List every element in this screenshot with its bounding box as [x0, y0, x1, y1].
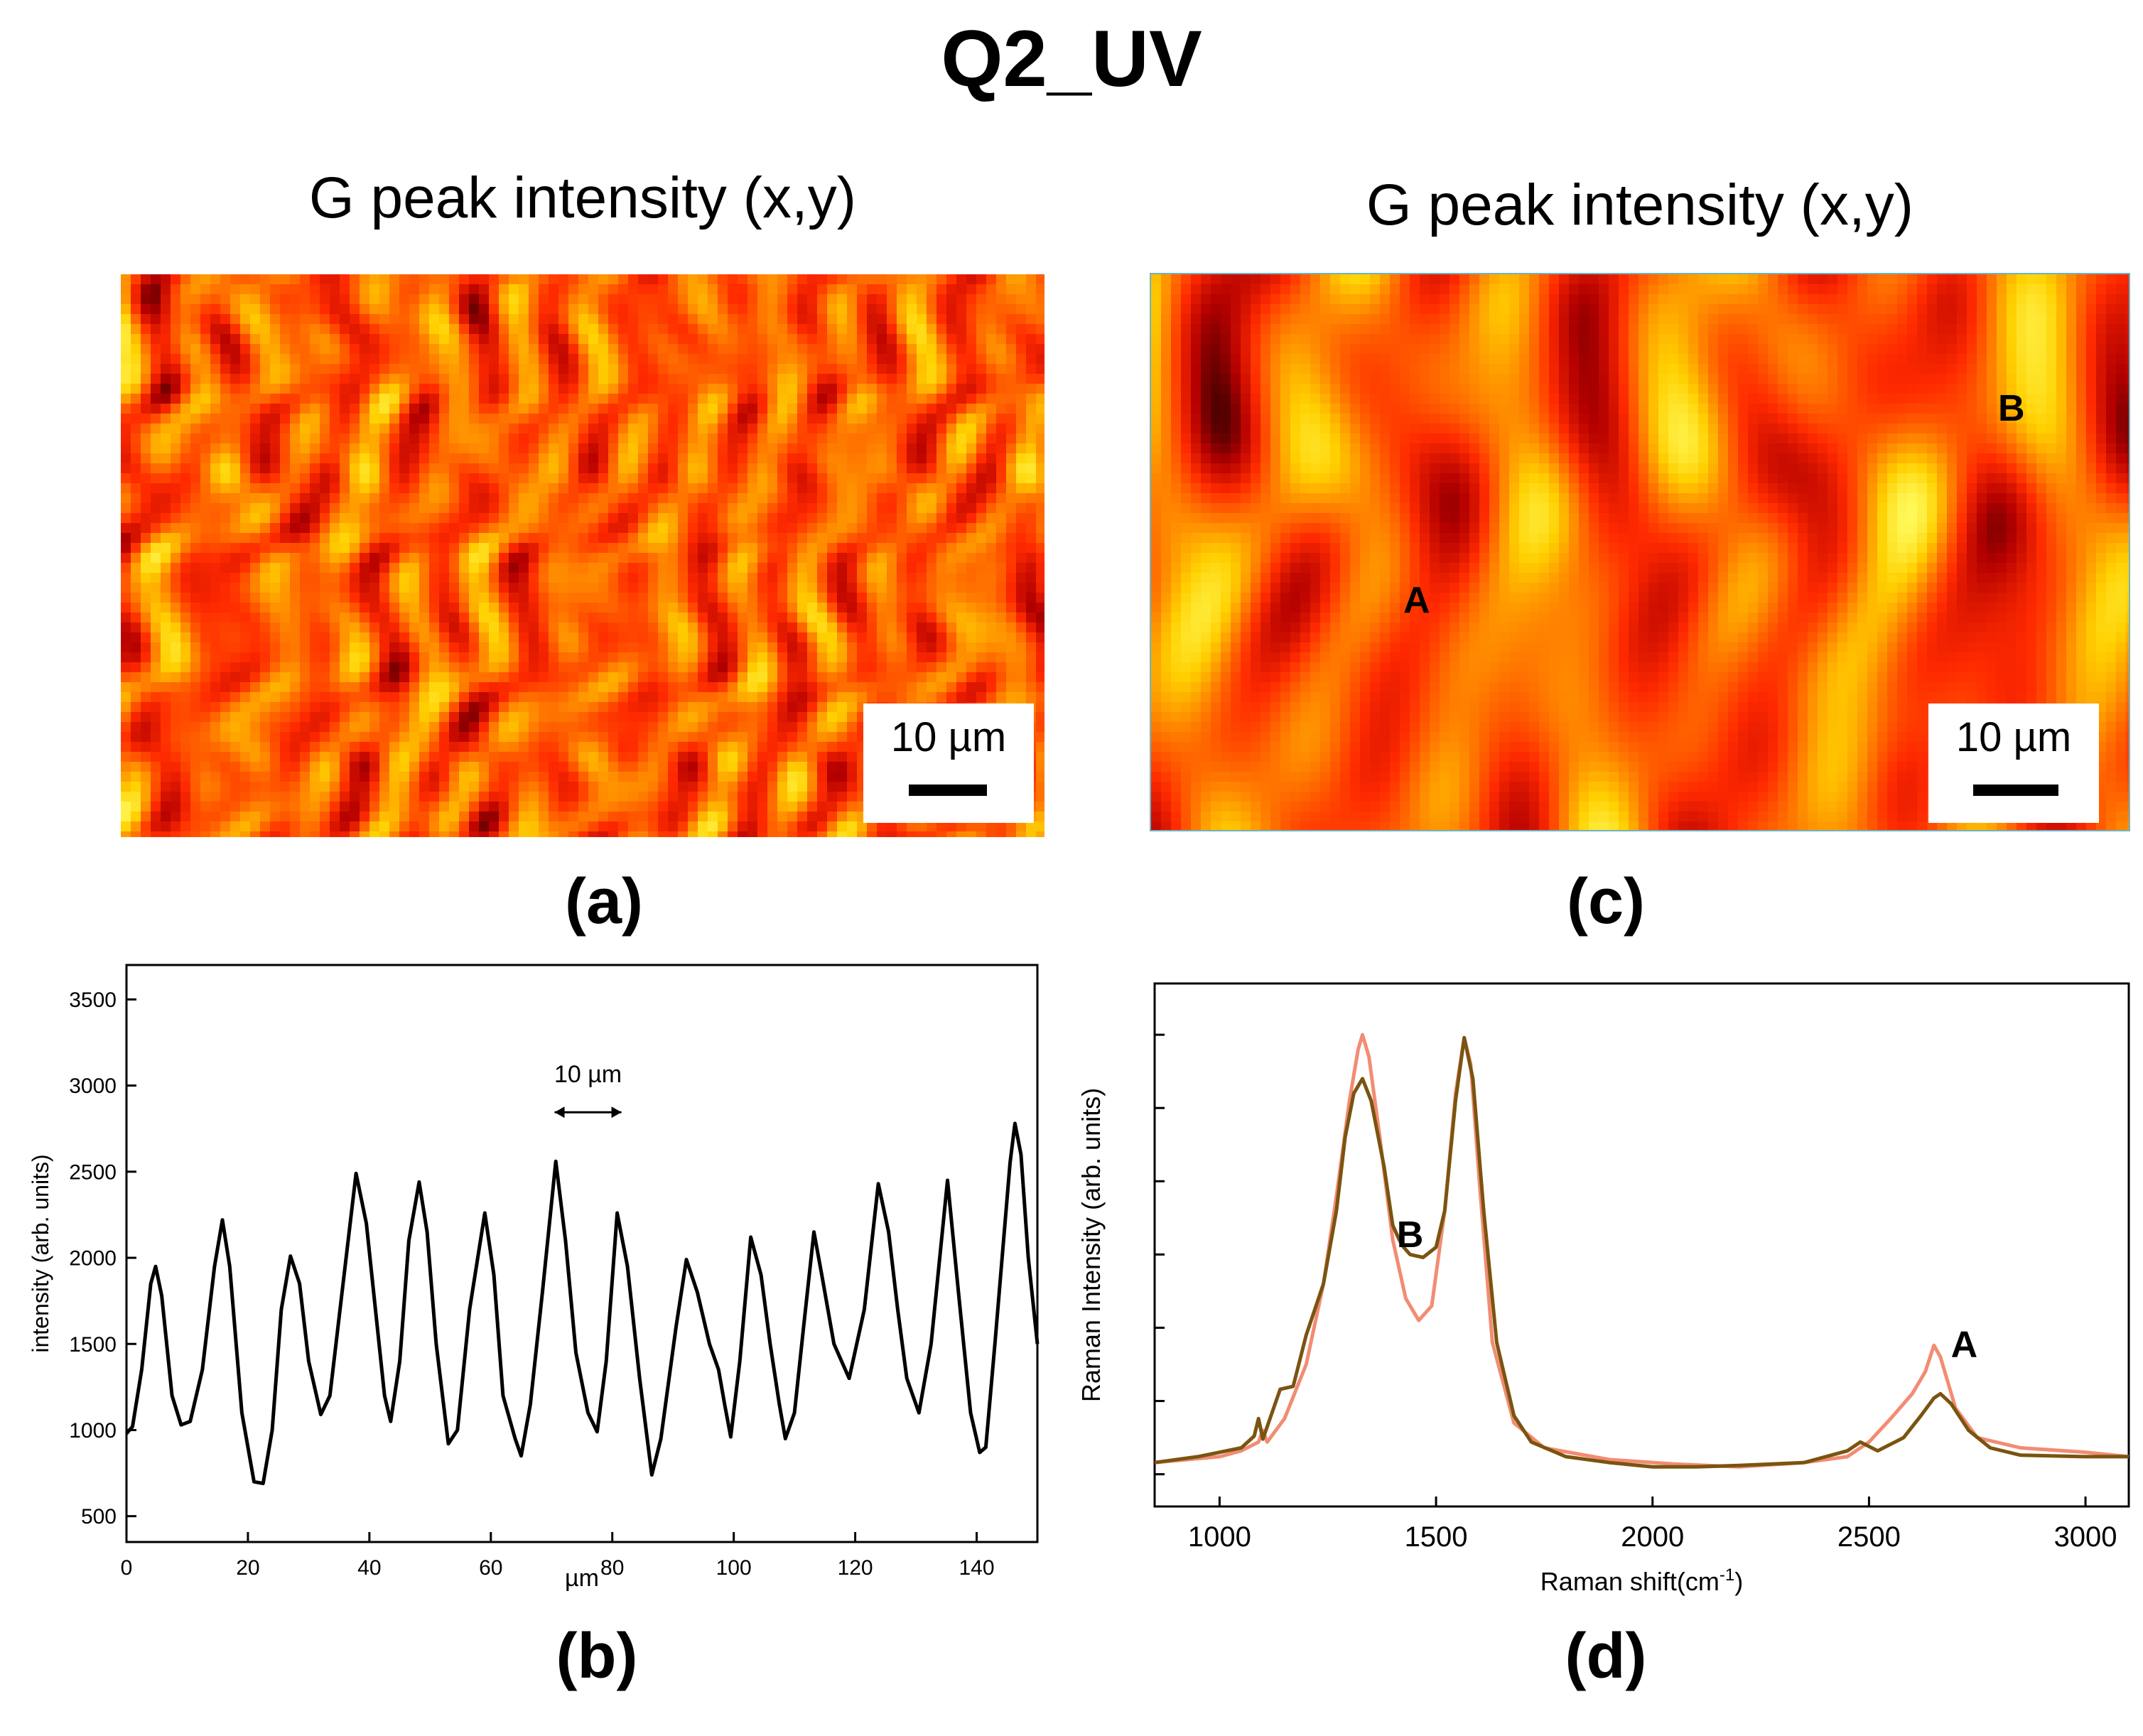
chart-b-xtick-label-6: 120	[838, 1556, 873, 1580]
chart-b-ytick-label-3: 2000	[69, 1247, 117, 1271]
chart-b-ylabel: intensity (arb. units)	[28, 1154, 53, 1352]
panel-label-d: (d)	[1565, 1621, 1647, 1692]
chart-d-xtick-label-0: 1000	[1188, 1521, 1251, 1553]
chart-b-arrow-right-head	[611, 1106, 622, 1118]
chart-d-xtick-label-2: 2000	[1621, 1521, 1684, 1553]
chart-b-annotation: 10 µm	[554, 1061, 622, 1088]
chart-b-ytick-label-2: 1500	[69, 1333, 117, 1357]
chart-b-ytick-label-0: 500	[81, 1505, 117, 1529]
panel-label-c: (c)	[1567, 866, 1645, 937]
chart-b-xtick-label-3: 60	[479, 1556, 502, 1580]
chart-b-xtick-label-7: 140	[959, 1556, 995, 1580]
chart-b-ytick-label-4: 2500	[69, 1160, 117, 1184]
chart-b-series-0	[125, 1121, 1040, 1486]
chart-d-xlabel-suffix: )	[1734, 1567, 1743, 1596]
scale-bar-box-a: 10 µm	[863, 703, 1034, 823]
figure-title: Q2_UV	[941, 14, 1202, 103]
panel-a-title: G peak intensity (x,y)	[308, 166, 857, 230]
chart-b: 0 20 40 60 80 100 120 140 500 1000 1500 2000 2500 300…	[28, 964, 1040, 1592]
chart-d-xtick-label-1: 1500	[1405, 1521, 1468, 1553]
chart-d-ylabel: Raman Intensity (arb. units)	[1076, 1088, 1106, 1402]
panel-label-b: (b)	[556, 1621, 638, 1692]
chart-b-xtick-label-1: 20	[236, 1556, 259, 1580]
heatmap-c-image	[1151, 274, 2129, 830]
chart-d-xlabel: Raman shift(cm-1)	[1540, 1565, 1743, 1596]
scale-bar-a	[909, 785, 987, 796]
svg-map-a-cells	[121, 274, 1044, 837]
chart-d-xtick-label-3: 2500	[1837, 1521, 1901, 1553]
heatmap-a-image	[121, 274, 1044, 837]
chart-d-xlabel-sup: -1	[1720, 1565, 1734, 1585]
chart-d-xlabel-main: Raman shift(cm	[1540, 1567, 1720, 1596]
chart-b-xtick-label-4: 80	[600, 1556, 624, 1580]
scale-bar-box-c: 10 µm	[1928, 703, 2099, 823]
chart-b-arrow-left-head	[554, 1106, 565, 1118]
map-marker-b: B	[1998, 388, 2025, 429]
panel-c-title: G peak intensity (x,y)	[1366, 173, 1914, 237]
chart-b-xtick-label-2: 40	[357, 1556, 381, 1580]
chart-b-ytick-label-6: 3500	[69, 988, 117, 1012]
chart-b-ytick-label-5: 3000	[69, 1074, 117, 1098]
chart-d-marker-b: B	[1397, 1214, 1424, 1256]
panel-label-a: (a)	[565, 866, 643, 937]
chart-d-marker-a: A	[1951, 1325, 1978, 1366]
chart-b-xtick-label-5: 100	[716, 1556, 752, 1580]
scale-bar-label-a: 10 µm	[890, 714, 1007, 760]
scale-bar-c	[1973, 785, 2058, 796]
svg-map-c-cells	[1151, 274, 2129, 830]
chart-b-xlabel: µm	[565, 1565, 599, 1592]
heatmap-a	[121, 274, 1044, 837]
chart-d-frame	[1153, 982, 2130, 1508]
chart-d-xtick-label-4: 3000	[2054, 1521, 2117, 1553]
chart-d-series-1	[1154, 1035, 2129, 1469]
map-marker-a: A	[1403, 580, 1430, 621]
chart-d-series-0	[1154, 1033, 2129, 1469]
chart-b-frame	[125, 964, 1039, 1543]
chart-b-ytick-label-1: 1000	[69, 1419, 117, 1443]
chart-b-xtick-label-0: 0	[121, 1556, 133, 1580]
heatmap-c	[1150, 273, 2130, 831]
scale-bar-label-c: 10 µm	[1955, 714, 2072, 760]
